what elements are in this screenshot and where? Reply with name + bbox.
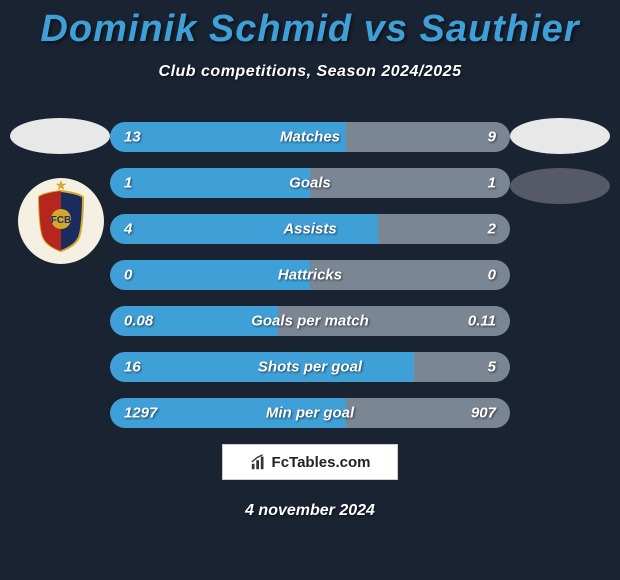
stat-bar: 4 2 Assists: [110, 214, 510, 244]
logo-box: FcTables.com: [222, 444, 398, 480]
logo-text: FcTables.com: [272, 454, 371, 471]
stat-bar: 13 9 Matches: [110, 122, 510, 152]
stat-label: Goals: [289, 175, 331, 192]
stat-right-fill: [346, 122, 510, 152]
stat-label: Matches: [280, 129, 340, 146]
stat-bar: 16 5 Shots per goal: [110, 352, 510, 382]
player2-placeholder-1: [510, 118, 610, 154]
stat-value-left: 16: [124, 359, 141, 376]
stat-value-right: 5: [488, 359, 496, 376]
stat-value-left: 1: [124, 175, 132, 192]
player2-placeholder-2: [510, 168, 610, 204]
stat-label: Min per goal: [266, 405, 354, 422]
stat-value-right: 9: [488, 129, 496, 146]
subtitle: Club competitions, Season 2024/2025: [0, 63, 620, 81]
stats-container: 13 9 Matches 1 1 Goals 4 2 Assists 0 0 Hattricks 0.0…: [110, 122, 510, 444]
stat-bar: 1 1 Goals: [110, 168, 510, 198]
stat-label: Shots per goal: [258, 359, 362, 376]
stat-bar: 0 0 Hattricks: [110, 260, 510, 290]
page-title: Dominik Schmid vs Sauthier: [0, 0, 620, 51]
shield-icon: FCB: [33, 189, 89, 253]
stat-value-right: 0.11: [468, 313, 496, 330]
stat-value-right: 907: [471, 405, 496, 422]
stat-value-right: 0: [488, 267, 496, 284]
star-icon: ★: [55, 177, 68, 194]
club-badge: ★ FCB: [18, 178, 104, 264]
stat-label: Goals per match: [251, 313, 369, 330]
player1-placeholder: [10, 118, 110, 154]
stat-value-left: 0: [124, 267, 132, 284]
stat-value-left: 1297: [124, 405, 157, 422]
stat-value-left: 0.08: [124, 313, 153, 330]
stat-left-fill: [110, 168, 310, 198]
chart-icon: [250, 453, 268, 471]
stat-value-right: 2: [488, 221, 496, 238]
stat-bar: 0.08 0.11 Goals per match: [110, 306, 510, 336]
date-text: 4 november 2024: [245, 502, 375, 520]
stat-label: Assists: [283, 221, 336, 238]
stat-bar: 1297 907 Min per goal: [110, 398, 510, 428]
stat-value-left: 4: [124, 221, 132, 238]
stat-right-fill: [310, 168, 510, 198]
stat-label: Hattricks: [278, 267, 342, 284]
stat-value-left: 13: [124, 129, 141, 146]
stat-value-right: 1: [488, 175, 496, 192]
stat-left-fill: [110, 214, 378, 244]
svg-text:FCB: FCB: [51, 215, 72, 226]
